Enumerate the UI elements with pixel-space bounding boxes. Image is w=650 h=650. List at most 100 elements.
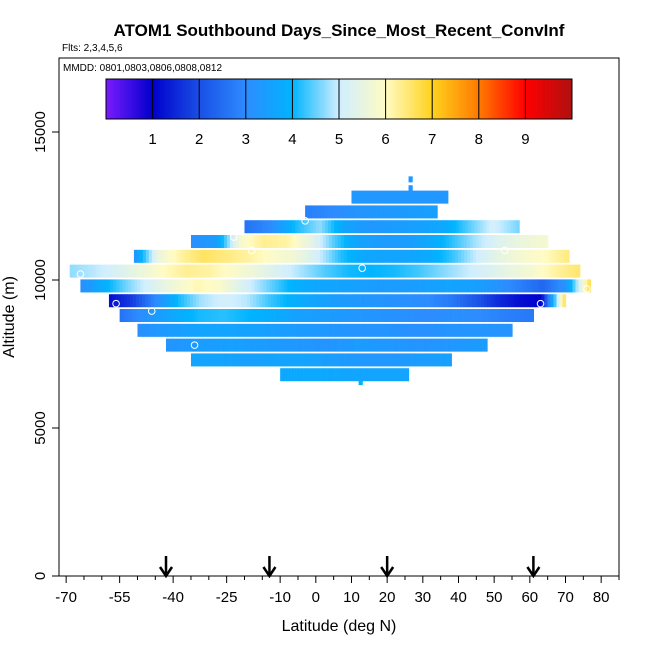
colorbar-segment	[399, 79, 403, 119]
heatmap-cell	[238, 353, 243, 367]
heatmap-cell	[395, 323, 399, 337]
heatmap-cell	[285, 264, 290, 278]
heatmap-cell	[408, 176, 413, 183]
heatmap-cell	[243, 264, 248, 278]
heatmap-cell	[241, 338, 245, 352]
heatmap-cell	[542, 249, 546, 263]
heatmap-cell	[402, 264, 407, 278]
heatmap-cell	[554, 249, 558, 263]
heatmap-cell	[394, 294, 398, 308]
heatmap-cell	[310, 353, 315, 367]
heatmap-cell	[503, 249, 507, 263]
heatmap-cell	[473, 323, 477, 337]
heatmap-cell	[117, 264, 122, 278]
heatmap-cell	[232, 235, 237, 249]
heatmap-cell	[386, 323, 390, 337]
heatmap-cell	[304, 353, 309, 367]
heatmap-cell	[184, 294, 188, 308]
heatmap-cell	[404, 323, 408, 337]
heatmap-cell	[532, 235, 537, 249]
heatmap-cell	[457, 235, 462, 249]
heatmap-cell	[259, 294, 263, 308]
heatmap-cell	[501, 264, 506, 278]
heatmap-cell	[542, 279, 547, 293]
heatmap-cell	[354, 220, 359, 234]
colorbar-segment	[513, 79, 517, 119]
heatmap-cell	[217, 294, 221, 308]
heatmap-cell	[283, 249, 288, 263]
heatmap-cell	[396, 264, 401, 278]
heatmap-cell	[375, 220, 380, 234]
heatmap-cell	[250, 249, 255, 263]
heatmap-cell	[193, 353, 198, 367]
colorbar-segment	[506, 79, 510, 119]
heatmap-cell	[426, 264, 431, 278]
heatmap-cell	[258, 264, 263, 278]
heatmap-cell	[276, 264, 281, 278]
heatmap-cell	[434, 323, 438, 337]
heatmap-cell	[445, 235, 450, 249]
sample-circle	[112, 299, 120, 308]
heatmap-cell	[197, 279, 202, 293]
heatmap-cell	[545, 279, 550, 293]
heatmap-cell	[220, 353, 225, 367]
heatmap-cell	[146, 309, 151, 323]
heatmap-cell	[179, 279, 184, 293]
heatmap-cell	[433, 294, 437, 308]
heatmap-cell	[413, 309, 418, 323]
heatmap-cell	[488, 309, 493, 323]
heatmap-cell	[491, 249, 495, 263]
heatmap-cell	[415, 353, 420, 367]
heatmap-cell	[211, 338, 215, 352]
heatmap-cell	[541, 235, 546, 249]
heatmap-cell	[521, 249, 525, 263]
heatmap-cell	[407, 205, 411, 219]
heatmap-cell	[551, 249, 555, 263]
y-tick-label: 10000	[32, 259, 49, 301]
heatmap-cell	[465, 264, 470, 278]
colorbar-segment	[138, 79, 142, 119]
heatmap-cell	[395, 205, 399, 219]
heatmap-cell	[301, 294, 305, 308]
heatmap-cell	[323, 205, 327, 219]
heatmap-cell	[259, 338, 263, 352]
x-tick-label: 50	[486, 589, 503, 606]
heatmap-cell	[342, 220, 347, 234]
heatmap-cell	[369, 264, 374, 278]
colorbar-segment	[343, 79, 347, 119]
colorbar-segment	[248, 79, 251, 119]
heatmap-cell	[173, 309, 178, 323]
heatmap-cell	[536, 249, 540, 263]
colorbar-segment	[255, 79, 258, 119]
heatmap-cell	[335, 309, 340, 323]
heatmap-cell	[235, 235, 240, 249]
colorbar-segment	[133, 79, 137, 119]
heatmap-cell	[412, 353, 417, 367]
heatmap-cell	[256, 249, 261, 263]
heatmap-cell	[501, 220, 505, 234]
heatmap-cell	[169, 294, 173, 308]
heatmap-cell	[346, 294, 350, 308]
heatmap-cell	[209, 309, 214, 323]
heatmap-cell	[151, 249, 156, 263]
heatmap-cell	[381, 264, 386, 278]
heatmap-cell	[268, 338, 272, 352]
heatmap-cell	[448, 338, 452, 352]
heatmap-cell	[407, 309, 412, 323]
heatmap-cell	[200, 323, 204, 337]
heatmap-cell	[245, 323, 249, 337]
heatmap-cell	[482, 323, 486, 337]
heatmap-cell	[427, 294, 431, 308]
heatmap-cell	[425, 309, 430, 323]
heatmap-cell	[512, 249, 516, 263]
heatmap-cell	[340, 338, 344, 352]
heatmap-cell	[205, 294, 209, 308]
heatmap-cell	[399, 220, 404, 234]
heatmap-cell	[415, 338, 419, 352]
colorbar-segment	[411, 79, 415, 119]
colorbar-tick-label: 8	[475, 131, 483, 148]
heatmap-cell	[111, 264, 116, 278]
heatmap-cell	[531, 264, 536, 278]
heatmap-cell	[488, 249, 492, 263]
